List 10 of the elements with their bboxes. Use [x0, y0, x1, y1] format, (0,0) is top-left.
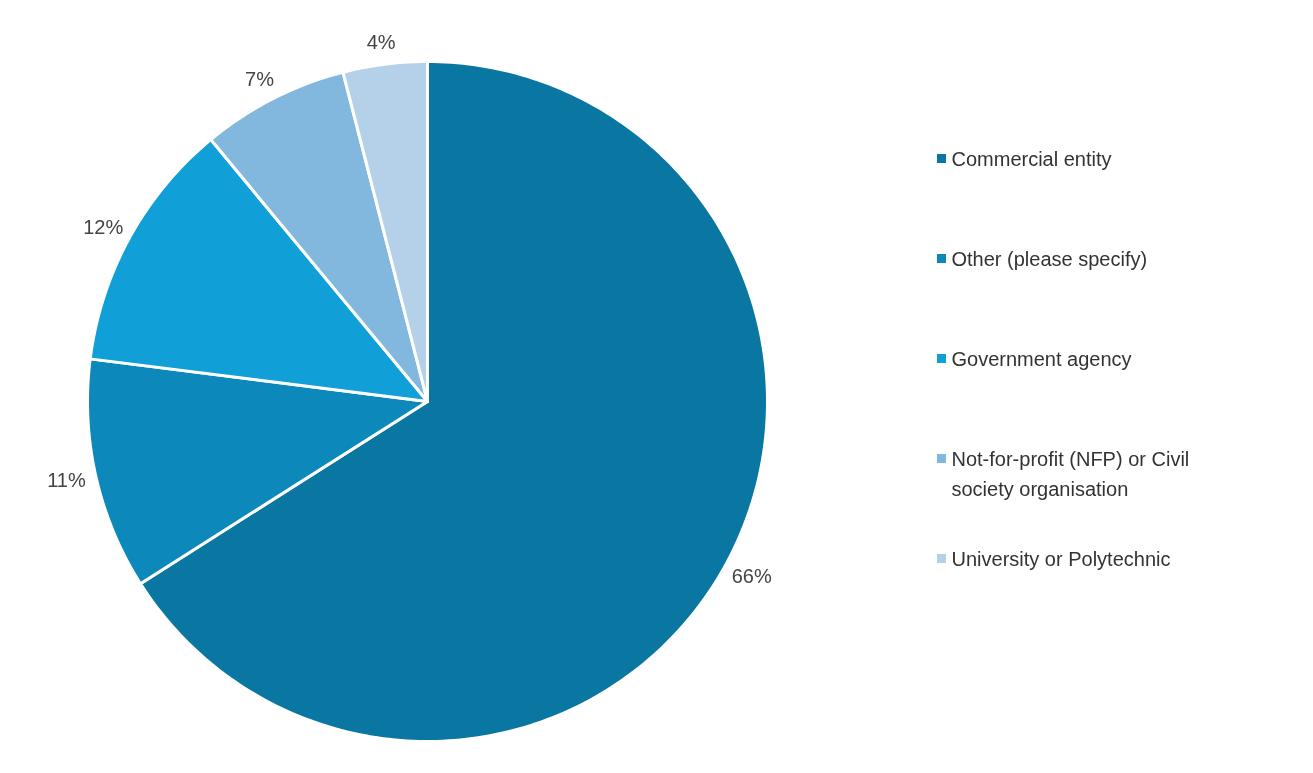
data-label: 12% [83, 216, 124, 239]
data-label: 66% [731, 564, 772, 587]
data-label: 4% [366, 31, 396, 54]
legend-label: Other (please specify) [951, 247, 1148, 270]
legend-label: University or Polytechnic [951, 547, 1171, 570]
legend-label: Commercial entity [951, 147, 1112, 170]
legend-label: Government agency [951, 347, 1132, 370]
data-label: 11% [47, 469, 86, 492]
data-label: 7% [245, 67, 275, 90]
legend-label: Not-for-profit (NFP) or Civil society organisation [951, 447, 1190, 500]
